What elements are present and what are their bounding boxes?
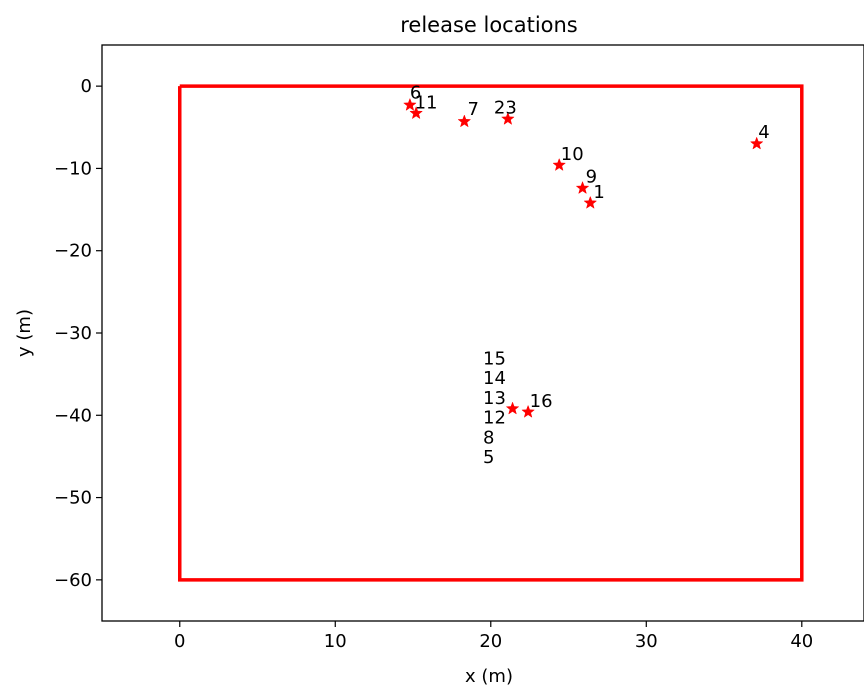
release-point-label: 11 [415,92,438,113]
release-point-label: 1 [593,182,604,203]
release-point-label: 14 [483,368,506,389]
release-point-label: 8 [483,427,494,448]
release-point-label: 12 [483,408,506,429]
release-point-label: 13 [483,388,506,409]
x-axis-label: x (m) [465,666,513,687]
y-axis-label: y (m) [14,309,35,357]
x-tick-label: 40 [790,631,813,652]
y-tick-label: −50 [54,488,92,509]
x-tick-label: 0 [174,631,185,652]
x-tick-label: 10 [324,631,347,652]
y-tick-label: −20 [54,241,92,262]
release-point-marker [506,402,518,414]
x-tick-label: 30 [635,631,658,652]
release-point-label: 23 [494,97,517,118]
y-tick-label: 0 [81,76,92,97]
release-point-label: 15 [483,348,506,369]
y-tick-label: −40 [54,405,92,426]
release-point-label: 5 [483,447,494,468]
boundary-line [180,86,802,580]
release-point-label: 16 [530,391,553,412]
axes-frame [102,45,864,621]
y-tick-label: −60 [54,570,92,591]
release-point-label: 10 [561,144,584,165]
y-tick-label: −10 [54,158,92,179]
x-tick-label: 20 [479,631,502,652]
release-point-label: 7 [467,99,478,120]
chart-title: release locations [400,13,578,37]
release-point-label: 4 [758,122,769,143]
y-tick-label: −30 [54,323,92,344]
